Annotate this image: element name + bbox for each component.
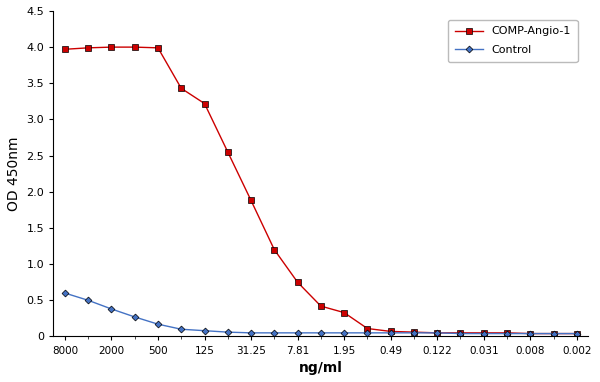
Control [317, 330, 325, 335]
COMP-Angio-1 [294, 280, 301, 285]
COMP-Angio-1 [61, 47, 68, 52]
Control [480, 331, 487, 336]
COMP-Angio-1 [573, 331, 580, 336]
Control [108, 307, 115, 311]
COMP-Angio-1 [131, 45, 139, 49]
COMP-Angio-1 [364, 326, 371, 331]
COMP-Angio-1 [480, 330, 487, 335]
Control [224, 330, 232, 334]
COMP-Angio-1 [317, 304, 325, 308]
Control [550, 331, 557, 336]
COMP-Angio-1 [201, 101, 208, 106]
COMP-Angio-1 [178, 86, 185, 91]
COMP-Angio-1 [341, 310, 348, 315]
COMP-Angio-1 [85, 45, 92, 50]
Control [154, 322, 161, 327]
Control [341, 330, 348, 335]
Control [457, 331, 464, 336]
Y-axis label: OD 450nm: OD 450nm [7, 136, 21, 211]
Control [61, 291, 68, 295]
COMP-Angio-1 [247, 198, 254, 203]
COMP-Angio-1 [550, 331, 557, 336]
COMP-Angio-1 [410, 330, 418, 334]
Control [85, 298, 92, 303]
Control [573, 331, 580, 336]
Legend: COMP-Angio-1, Control: COMP-Angio-1, Control [448, 20, 578, 62]
Control [364, 330, 371, 335]
X-axis label: ng/ml: ng/ml [299, 361, 343, 375]
Line: COMP-Angio-1: COMP-Angio-1 [62, 44, 580, 337]
COMP-Angio-1 [108, 45, 115, 49]
Control [178, 327, 185, 332]
Control [201, 329, 208, 333]
Control [247, 330, 254, 335]
COMP-Angio-1 [271, 248, 278, 252]
Control [131, 315, 139, 319]
COMP-Angio-1 [224, 150, 232, 154]
COMP-Angio-1 [527, 331, 534, 336]
Control [527, 331, 534, 336]
COMP-Angio-1 [457, 330, 464, 335]
Line: Control: Control [62, 291, 579, 336]
Control [387, 330, 394, 335]
COMP-Angio-1 [387, 329, 394, 334]
COMP-Angio-1 [154, 45, 161, 50]
Control [410, 330, 418, 335]
COMP-Angio-1 [434, 330, 441, 335]
Control [294, 330, 301, 335]
Control [271, 330, 278, 335]
COMP-Angio-1 [503, 330, 511, 335]
Control [503, 331, 511, 336]
Control [434, 330, 441, 335]
